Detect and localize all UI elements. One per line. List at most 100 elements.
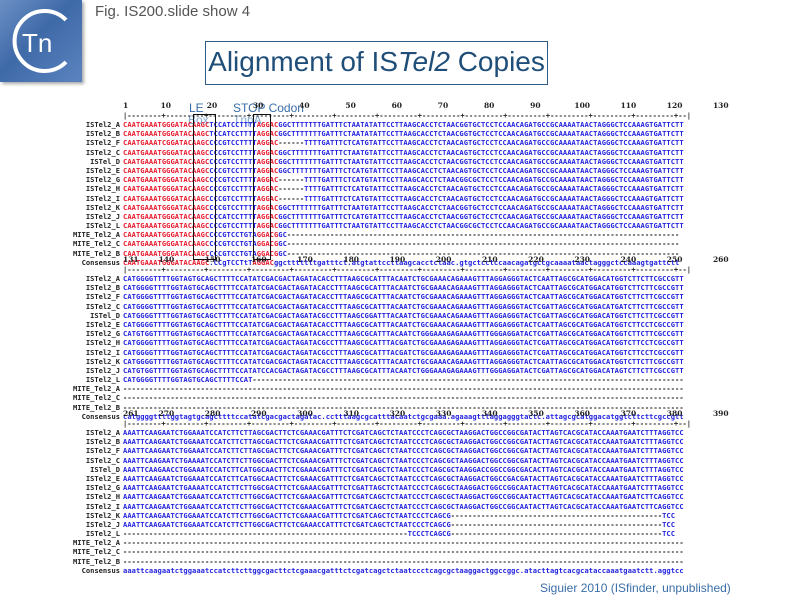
sequence-name: ISTel2_C — [85, 147, 120, 157]
sequence-name: Consensus — [81, 257, 120, 267]
sequence-name: ISTel2_C — [85, 455, 120, 465]
sequence-text: CAATGAAATGGGATACAAGCCCCGTCCTTTTAGGACGGCT… — [123, 147, 684, 157]
sequence-text: CATGGGGTTTTGGTAGTGCAGCTTTTCCATATCGACGACT… — [123, 338, 684, 348]
sequence-name: ISTel2_G — [85, 175, 120, 185]
sequence-name: ISTel2_J — [85, 211, 120, 221]
sequence-text: CAATGAAATCGGATACAAGCCCCGTCCTTTTAGGAC----… — [123, 138, 684, 148]
sequence-name: MITE_Tel2_B — [73, 402, 120, 412]
sequence-row: MITE_Tel2_C CAATGAAATGGGATACAAGCCCCGTCCTG… — [62, 239, 723, 248]
sequence-text: AAATTCAAGAATCTGGAAATCCATCTTCTTAGCGACTTCT… — [123, 428, 684, 437]
sequence-row: ISTel2_E AAATTCAAGAATCTGGAAATCCATCTTCATGG… — [62, 474, 723, 483]
sequence-name: MITE_Tel2_B — [73, 556, 120, 566]
sequence-name: ISTel2_I — [85, 347, 120, 357]
sequence-name: ISTel2_A — [85, 274, 120, 283]
consensus-row: Consensus catggggttttggtagtgcagcttttccata… — [62, 412, 723, 421]
ruler-ticks: |--------+---------+---------+---------+… — [123, 111, 692, 120]
consensus-row: Consensus aaattcaagaatctggaaatccatcttcttg… — [62, 566, 723, 575]
sequence-text: AAATTCAAGAATCTGGAAATCCATCTTCTTGGCGACTTCT… — [123, 519, 675, 529]
sequence-text: CATGGGGTTTTGGTAGTGCAGCTTTTCCATATCGACGACT… — [123, 310, 684, 320]
sequence-text: CAATGAAATGGGATACAAGCCCCGTCCTTTTAGGACGGCT… — [123, 221, 684, 231]
sequence-row: ISTel2_F AAATTCAAGAATCTGGAAATCCATCTTCTTAG… — [62, 446, 723, 455]
sequence-name: ISTel2_C — [85, 301, 120, 311]
sequence-text: CAATGAAATGGGATACAAGCTCCATCCTTTTAGGACGGCT… — [123, 129, 684, 139]
sequence-row: ISTel2_A CAATGAAATGGGATACAAGCTCCATCCTTTTA… — [62, 120, 723, 129]
sequence-row: MITE_Tel2_A -----------------------------… — [62, 384, 723, 393]
sequence-row: ISTel2_F CAATGAAATCGGATACAAGCCCCGTCCTTTTA… — [62, 138, 723, 147]
sequence-text: CAATGAAATGGGATACAAGC.CCgTCCTtTAGGACggctt… — [123, 257, 680, 267]
sequence-name: ISTel2_E — [85, 319, 120, 329]
sequence-name: ISTel2_H — [85, 184, 120, 194]
sequence-row: ISTel2_C AAATTCAAGAATCTGAAAATCCATCTTCTTGG… — [62, 456, 723, 465]
sequence-name: ISTel2_G — [85, 483, 120, 493]
sequence-text: CATGGGGTTTTGGTAGTGCAGCTTTTCCATATCGACGACT… — [123, 292, 684, 302]
sequence-text: CATGGGGTTTTGGTAGTGCAGCTTTTCCATATCGACGACT… — [123, 356, 684, 366]
figure-label: Fig. IS200.slide show 4 — [95, 3, 251, 20]
sequence-text: CATGGGGTTTTGGTAGTGCAGCTTTTCCATATCGACGACT… — [123, 301, 684, 311]
sequence-name: MITE_Tel2_C — [73, 239, 120, 249]
sequence-text: AAATTCAAGAATCTGGAAATCCATCTTCTTGGCGACTTCT… — [123, 501, 684, 511]
position-ruler: 1 10 20 30 40 50 60 70 80 90 100 110 120 130 — [123, 101, 729, 110]
sequence-row: ISTel2_F CATGGGGTTTTGGTAGTGCAGCTTTTCCATAT… — [62, 292, 723, 301]
tnpa-label: TnpA — [233, 113, 262, 127]
sequence-name: MITE_Tel2_A — [73, 384, 120, 394]
svg-text:Tn: Tn — [22, 28, 52, 58]
sequence-name: MITE_Tel2_A — [73, 538, 120, 548]
alignment-block: 261 270 280 290 300 310 320 330 340 350 360 370 380 3… — [62, 409, 729, 575]
sequence-row: ISTel2_J AAATTCAAGAATCTGGAAATCCATCTTCTTGG… — [62, 520, 723, 529]
sequence-name: ISTel2_B — [85, 283, 120, 293]
sequence-text: CAATGAAATGGGATACAAGCCCCGTCCTTTTAGGACGGCT… — [123, 202, 684, 212]
sequence-row: ISTel2_L --------------------------------… — [62, 529, 723, 538]
sequence-row: ISTel2_J CAATGAAATGGGATACAAGCCCCATCCTTTTA… — [62, 212, 723, 221]
sequence-name: ISTel_D — [90, 464, 120, 474]
position-ruler: 261 270 280 290 300 310 320 330 340 350 360 370 380 3… — [123, 409, 729, 418]
sequence-name: ISTel_D — [90, 310, 120, 320]
sequence-text: AAATTCAAGAATCTGAAAATCCATCTTCTTGGCGACTTCT… — [123, 455, 684, 465]
sequence-row: ISTel2_C CATGGGGTTTTGGTAGTGCAGCTTTTCCATAT… — [62, 302, 723, 311]
sequence-name: ISTel2_K — [85, 202, 120, 212]
sequence-row: ISTel2_L CAATGAAATGGGATACAAGCCCCGTCCTTTTA… — [62, 221, 723, 230]
sequence-row: ISTel2_K CAATGAAATGGGATACAAGCCCCGTCCTTTTA… — [62, 203, 723, 212]
sequence-text: AAATTCAAGAATCTGAAAATCCATCTTCTTGGCGACTTCT… — [123, 483, 684, 493]
sequence-row: ISTel2_B CATGGGGTTTTGGTAGTGCAGCTTTTCCATAT… — [62, 283, 723, 292]
sequence-name: ISTel2_F — [85, 446, 120, 456]
sequence-text: ----------------------------------------… — [123, 393, 684, 403]
sequence-row: ISTel2_I CAATGAAATGGGATACAAGCCCCGTCCTTTTA… — [62, 194, 723, 203]
sequence-name: ISTel2_K — [85, 356, 120, 366]
sequence-row: ISTel2_B AAATTCAAGAATCTGGAAATCCATCTTCTTAG… — [62, 437, 723, 446]
sequence-row: ISTel2_K CATGGGGTTTTGGTAGTGCAGCTTTTCCATAT… — [62, 357, 723, 366]
sequence-name: ISTel2_L — [85, 221, 120, 231]
sequence-name: ISTel2_A — [85, 428, 120, 437]
stop-codon-label: STOP Codon — [233, 101, 304, 115]
sequence-name: ISTel2_I — [85, 193, 120, 203]
page-title: Alignment of ISTel2 Copies — [208, 46, 545, 77]
sequence-row: ISTel_D AAATTCAAGAACCTGGAAATCCATCTTCATGGC… — [62, 465, 723, 474]
sequence-text: AAATTCAAGAATCTGGAAATCCATCTTCTTGGCGACTTCT… — [123, 492, 684, 502]
le-label: LE — [189, 101, 204, 115]
sequence-name: ISTel2_G — [85, 329, 120, 339]
sequence-text: CAATGAAATGGGATACAAGCCCCGTCCTTTTAGGACGGCT… — [123, 165, 684, 175]
sequence-row: MITE_Tel2_C -----------------------------… — [62, 547, 723, 556]
sequence-name: ISTel2_H — [85, 492, 120, 502]
sequence-text: AAATTCAAGAATCTGGAAATCCATCTTCTTAGCGACTTCT… — [123, 437, 684, 447]
sequence-row: MITE_Tel2_B -----------------------------… — [62, 557, 723, 566]
sequence-text: ----------------------------------------… — [123, 538, 684, 548]
sequence-row: ISTel2_I AAATTCAAGAATCTGGAAATCCATCTTCTTGG… — [62, 502, 723, 511]
sequence-text: CAATGAAATGGGATACAAGCCCCGTCCTTTTAGGAC----… — [123, 175, 684, 185]
sequence-text: ----------------------------------------… — [123, 556, 684, 566]
sequence-text: CAATGAAATGGGATACAAGCCCCGTCCTTTTAGGAC----… — [123, 193, 684, 203]
sequence-text: ----------------------------------------… — [123, 529, 675, 539]
sequence-name: ISTel_D — [90, 156, 120, 166]
sequence-text: AAATTCAAGAATCTGGAAATCCATCTTCTTAGCGACTTCT… — [123, 446, 684, 456]
sequence-row: ISTel2_L CATGGGGTTTTGGTAGTGCAGCTTTTCCAT--… — [62, 375, 723, 384]
sequence-name: MITE_Tel2_C — [73, 393, 120, 403]
sequence-text: CATGGGGTTTTGGTAGTGCAGCTTTTCCATATCGACGACT… — [123, 274, 684, 283]
sequence-text: CATGTGGTTTTGGTAGTGCAGCTTTTCCATATCGACGACT… — [123, 329, 684, 339]
alignment-block: 1 10 20 30 40 50 60 70 80 90 100 110 120 130 |--------… — [62, 101, 729, 267]
ruler-ticks: |--------+---------+---------+---------+… — [123, 419, 692, 428]
le-box-highlight — [193, 114, 216, 260]
sequence-text: ----------------------------------------… — [123, 384, 684, 394]
sequence-text: AAATTCAAGAACCTGGAAATCCATCTTCATGGCAACTTCT… — [123, 464, 684, 474]
sequence-row: ISTel2_H CATGGGGTTTTGGTAGTGCAGCTTTTCCATAT… — [62, 338, 723, 347]
sequence-row: ISTel2_A CATGGGGTTTTGGTAGTGCAGCTTTTCCATAT… — [62, 274, 723, 283]
sequence-name: ISTel2_A — [85, 120, 120, 129]
